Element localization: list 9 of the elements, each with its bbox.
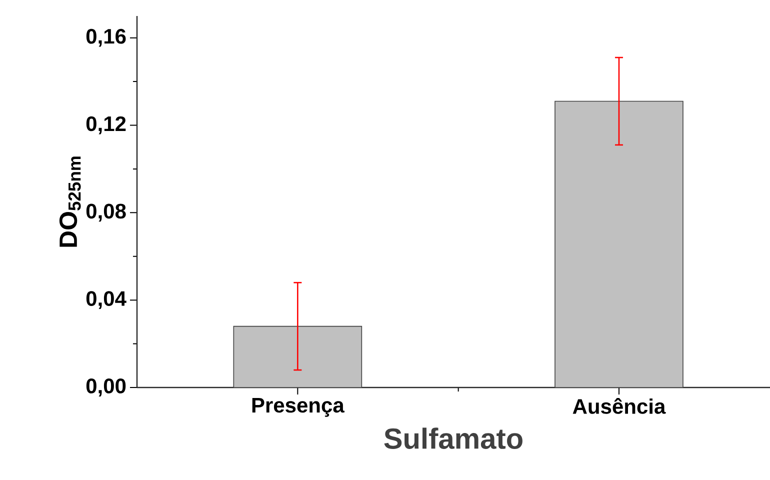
y-tick-label: 0,16 [86, 28, 126, 47]
y-axis-title: DO$_{525nm}$ [59, 156, 81, 247]
x-axis-title: Sulfamato [384, 428, 522, 449]
y-tick-label: 0,12 [86, 116, 126, 134]
y-tick-label: 0,00 [86, 378, 126, 396]
x-tick-label: Ausência [572, 398, 666, 414]
y-tick-label: 0,08 [86, 204, 126, 222]
x-tick-label: Presença [252, 398, 344, 417]
y-tick-label: 0,04 [86, 291, 126, 310]
